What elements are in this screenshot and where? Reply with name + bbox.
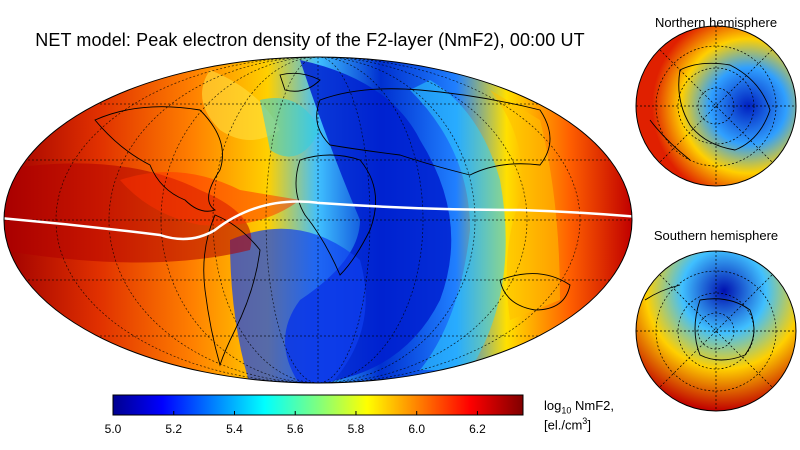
- colorbar-tick-label: 5.0: [104, 422, 122, 436]
- southern-hemisphere-label: Southern hemisphere: [653, 228, 779, 243]
- northern-hemisphere-label: Northern hemisphere: [654, 15, 778, 30]
- world-map: [3, 56, 633, 384]
- colorbar-tick-label: 5.4: [226, 422, 243, 436]
- colorbar-tick-label: 5.2: [165, 422, 183, 436]
- colorbar-tick-label: 5.6: [286, 422, 304, 436]
- magnetic-equator: [4, 200, 632, 241]
- colorbar-unit-label-2: [el./cm3]: [544, 416, 591, 433]
- colorbar-tick-label: 6.2: [469, 422, 486, 436]
- colorbar-tick-label: 5.8: [347, 422, 365, 436]
- map-title: NET model: Peak electron density of the …: [35, 30, 585, 50]
- southern-hemisphere-globe: [635, 250, 797, 412]
- colorbar: [112, 394, 524, 416]
- colorbar-unit-label: log10 NmF2,: [544, 398, 614, 416]
- colorbar-tick-label: 6.0: [408, 422, 426, 436]
- northern-hemisphere-globe: [635, 25, 797, 187]
